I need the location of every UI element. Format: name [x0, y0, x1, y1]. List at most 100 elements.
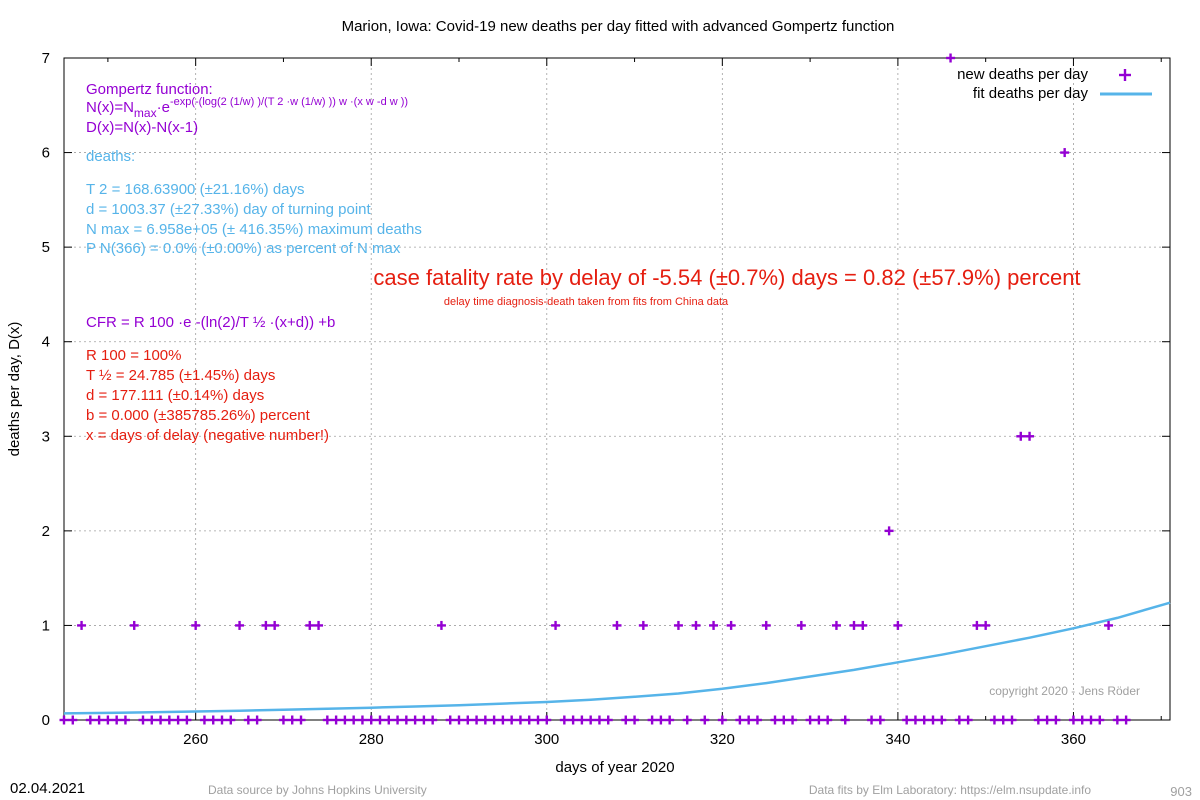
data-point — [1025, 431, 1035, 441]
data-point — [875, 715, 885, 725]
nmax-line: N max = 6.958e+05 (± 416.35%) maximum de… — [86, 221, 422, 238]
y-axis-label: deaths per day, D(x) — [6, 322, 23, 457]
data-point — [621, 715, 631, 725]
data-point — [173, 715, 183, 725]
data-point — [270, 620, 280, 630]
data-point — [840, 715, 850, 725]
data-point — [85, 715, 95, 725]
data-point — [199, 715, 209, 725]
x-tick-label: 300 — [534, 731, 559, 748]
x-tick-label: 280 — [359, 731, 384, 748]
data-point — [120, 715, 130, 725]
data-point — [946, 53, 956, 63]
data-point — [744, 715, 754, 725]
data-point — [191, 620, 201, 630]
data-point — [1077, 715, 1087, 725]
x-tick-label: 260 — [183, 731, 208, 748]
data-point — [682, 715, 692, 725]
x-tick-label: 320 — [710, 731, 735, 748]
data-point — [489, 715, 499, 725]
data-point — [472, 715, 482, 725]
y-tick-label: 0 — [42, 712, 50, 729]
gompertz-nx-sub: max — [134, 106, 157, 120]
gompertz-nx-sup: -exp(-(log(2 (1/w) )/(T 2 ·w (1/w) )) w … — [170, 96, 408, 108]
data-point — [893, 620, 903, 630]
data-point — [972, 620, 982, 630]
data-point — [156, 715, 166, 725]
copyright: copyright 2020 - Jens Röder — [989, 684, 1140, 698]
data-point — [928, 715, 938, 725]
footer-page-number: 903 — [1170, 784, 1192, 799]
data-point — [1112, 715, 1122, 725]
data-point — [366, 715, 376, 725]
data-point — [112, 715, 122, 725]
y-tick-label: 3 — [42, 428, 50, 445]
plot-frame — [63, 57, 1171, 721]
data-point — [981, 620, 991, 630]
x-tick-label: 360 — [1061, 731, 1086, 748]
data-point — [410, 715, 420, 725]
data-point — [515, 715, 525, 725]
data-point — [603, 715, 613, 725]
data-point — [1121, 715, 1131, 725]
data-point — [226, 715, 236, 725]
x-axis-label: days of year 2020 — [555, 759, 674, 776]
data-point — [709, 620, 719, 630]
chart-title: Marion, Iowa: Covid-19 new deaths per da… — [342, 18, 895, 35]
data-point — [349, 715, 359, 725]
footer-date: 02.04.2021 — [10, 780, 85, 797]
data-point — [761, 620, 771, 630]
data-point — [287, 715, 297, 725]
gompertz-nx-exp: ·e — [157, 99, 170, 116]
y-tick-label: 5 — [42, 239, 50, 256]
data-point — [779, 715, 789, 725]
cfr-formula: CFR = R 100 ·e -(ln(2)/T ½ ·(x+d)) +b — [86, 314, 335, 331]
data-point — [235, 620, 245, 630]
legend-label-fit: fit deaths per day — [973, 85, 1089, 102]
points-group — [59, 53, 1131, 725]
data-point — [717, 715, 727, 725]
data-point — [419, 715, 429, 725]
y-tick-label: 6 — [42, 145, 50, 162]
y-tick-label: 4 — [42, 334, 50, 351]
fit-deaths-line — [63, 601, 1171, 715]
data-point — [340, 715, 350, 725]
data-point — [849, 620, 859, 630]
data-point — [331, 715, 341, 725]
data-point — [59, 715, 69, 725]
thalf-line: T ½ = 24.785 (±1.45%) days — [86, 367, 275, 384]
data-point — [103, 715, 113, 725]
footer-fits: Data fits by Elm Laboratory: https://elm… — [809, 783, 1091, 797]
data-point — [507, 715, 517, 725]
data-point — [700, 715, 710, 725]
data-point — [1060, 148, 1070, 158]
data-point — [1086, 715, 1096, 725]
data-point — [445, 715, 455, 725]
data-point — [393, 715, 403, 725]
data-point — [480, 715, 490, 725]
cfr-subline: delay time diagnosis-death taken from fi… — [444, 296, 729, 308]
data-point — [94, 715, 104, 725]
d-turning-line: d = 1003.37 (±27.33%) day of turning poi… — [86, 201, 372, 218]
data-point — [375, 715, 385, 725]
data-point — [752, 715, 762, 725]
gompertz-nx: N(x)=N — [86, 99, 134, 116]
data-point — [217, 715, 227, 725]
data-point — [147, 715, 157, 725]
data-point — [1051, 715, 1061, 725]
data-point — [963, 715, 973, 725]
data-point — [428, 715, 438, 725]
data-point — [261, 620, 271, 630]
data-point — [182, 715, 192, 725]
data-point — [542, 715, 552, 725]
data-point — [673, 620, 683, 630]
data-point — [638, 620, 648, 630]
data-point — [454, 715, 464, 725]
data-point — [559, 715, 569, 725]
data-point — [937, 715, 947, 725]
data-point — [164, 715, 174, 725]
data-point — [858, 620, 868, 630]
data-point — [1016, 431, 1026, 441]
data-point — [208, 715, 218, 725]
